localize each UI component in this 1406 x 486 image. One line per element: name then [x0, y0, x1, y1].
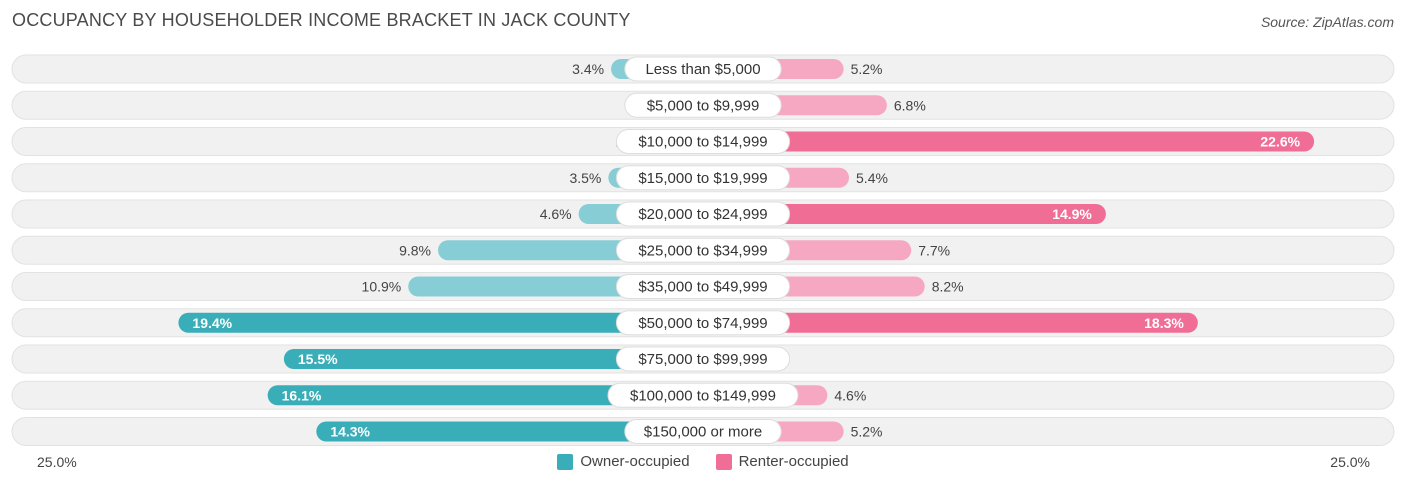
renter-swatch	[715, 453, 732, 470]
renter-bar	[703, 312, 1198, 333]
axis-left-label: 25.0%	[37, 454, 77, 470]
owner-value-label: 14.3%	[330, 424, 370, 440]
renter-value-label: 18.3%	[1144, 315, 1184, 331]
category-pill	[624, 419, 782, 444]
category-pill	[624, 92, 782, 118]
category-label: $15,000 to $19,999	[638, 170, 767, 187]
axis-right-label: 25.0%	[1330, 454, 1370, 470]
category-label: $25,000 to $34,999	[638, 242, 767, 259]
category-pill	[607, 382, 799, 408]
renter-value-label: 14.9%	[1052, 206, 1092, 222]
renter-bar	[703, 204, 1106, 224]
renter-value-label: 6.8%	[894, 97, 926, 113]
renter-value-label: 8.2%	[932, 279, 964, 295]
category-pill	[615, 165, 791, 191]
renter-value-label: 22.6%	[1260, 134, 1300, 150]
owner-value-label: 9.8%	[399, 242, 431, 258]
owner-value-label: 15.5%	[298, 351, 338, 367]
renter-value-label: 5.4%	[856, 170, 888, 186]
category-pill	[615, 201, 791, 227]
category-label: $5,000 to $9,999	[647, 97, 760, 114]
category-label: Less than $5,000	[645, 61, 760, 78]
owner-value-label: 4.6%	[540, 206, 572, 222]
legend-item-owner[interactable]: Owner-occupied	[557, 453, 690, 470]
renter-value-label: 7.7%	[918, 242, 950, 258]
legend-owner-label: Owner-occupied	[580, 453, 690, 470]
category-label: $50,000 to $74,999	[638, 315, 767, 332]
category-label: $35,000 to $49,999	[638, 279, 767, 296]
renter-bar	[703, 131, 1315, 152]
category-label: $150,000 or more	[644, 424, 762, 441]
legend-item-renter[interactable]: Renter-occupied	[715, 453, 849, 470]
renter-value-label: 5.2%	[851, 61, 883, 77]
category-pill	[615, 346, 791, 372]
category-pill	[615, 237, 791, 263]
owner-value-label: 10.9%	[362, 279, 402, 295]
owner-swatch	[557, 453, 574, 470]
owner-bar	[316, 421, 703, 442]
category-label: $100,000 to $149,999	[630, 387, 776, 404]
renter-value-label: 4.6%	[834, 387, 866, 403]
owner-bar	[267, 385, 703, 406]
diverging-bar-chart: 3.4%5.2%Less than $5,0000.73%6.8%$5,000 …	[11, 54, 1395, 446]
owner-value-label: 19.4%	[192, 315, 232, 331]
owner-bar	[178, 312, 703, 333]
category-pill	[615, 274, 791, 299]
category-label: $10,000 to $14,999	[638, 134, 767, 151]
category-pill	[615, 310, 791, 336]
owner-value-label: 16.1%	[282, 387, 322, 403]
legend: Owner-occupied Renter-occupied	[0, 453, 1406, 470]
legend-renter-label: Renter-occupied	[738, 453, 849, 470]
owner-bar	[283, 349, 703, 369]
owner-value-label: 3.5%	[569, 170, 601, 186]
category-label: $20,000 to $24,999	[638, 206, 767, 223]
category-label: $75,000 to $99,999	[638, 351, 767, 368]
chart-source: Source: ZipAtlas.com	[1260, 14, 1394, 30]
owner-value-label: 3.4%	[572, 61, 604, 77]
category-pill	[615, 129, 791, 154]
renter-value-label: 5.2%	[851, 424, 883, 440]
category-pill	[624, 56, 782, 82]
chart-title: OCCUPANCY BY HOUSEHOLDER INCOME BRACKET …	[12, 10, 631, 30]
